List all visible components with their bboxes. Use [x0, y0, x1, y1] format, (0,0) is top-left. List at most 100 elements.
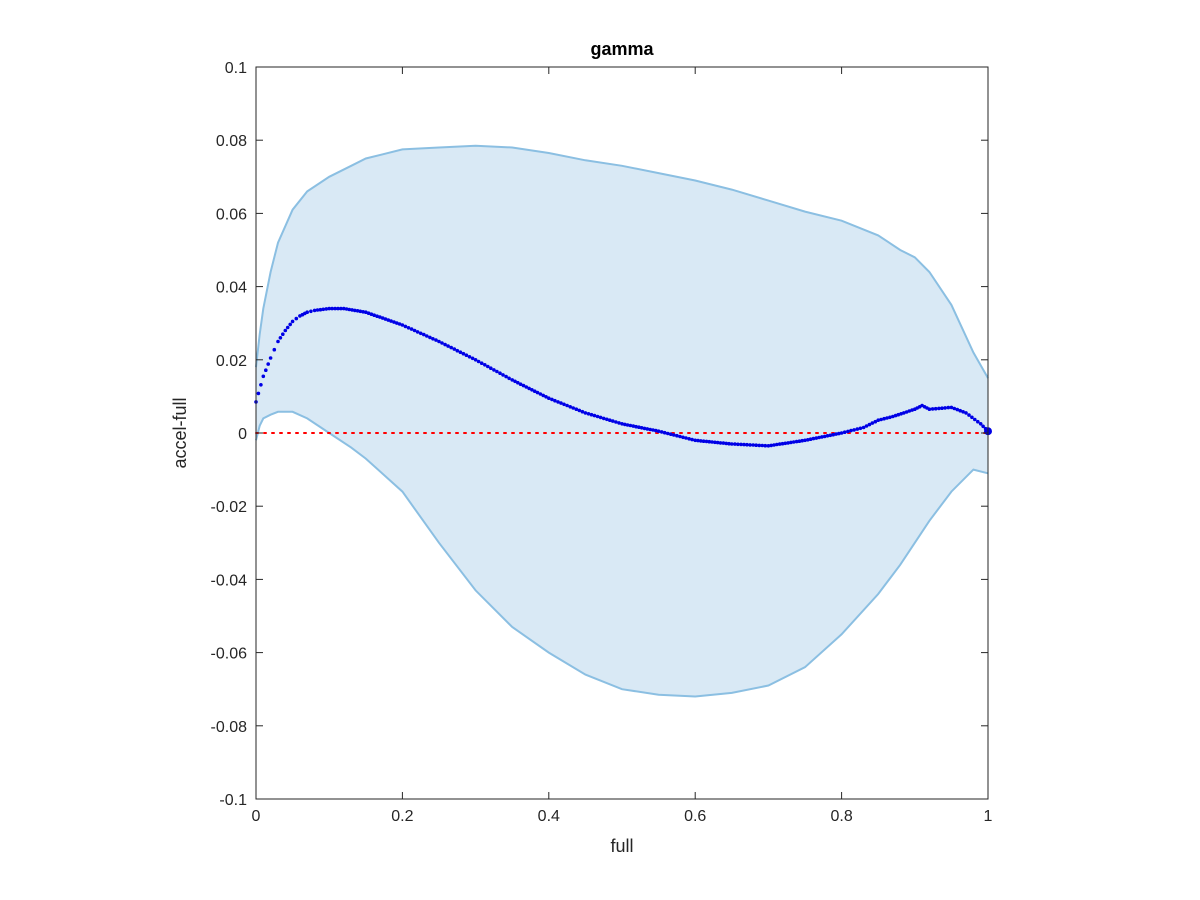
series-point [375, 314, 379, 319]
series-point [535, 390, 540, 395]
series-point [294, 316, 299, 321]
x-tick-label: 0.2 [391, 808, 413, 825]
series-point [896, 412, 901, 417]
series-point [425, 334, 429, 338]
mean-series [254, 306, 992, 448]
series-point [428, 335, 432, 340]
series-point [386, 318, 391, 322]
series-point [831, 432, 835, 437]
series-point [361, 310, 365, 314]
series-point [327, 306, 332, 311]
series-point [678, 434, 682, 439]
series-point [611, 419, 615, 423]
series-point [623, 422, 627, 427]
series-point [789, 440, 793, 445]
y-tick-label: -0.02 [211, 499, 248, 516]
series-point [631, 424, 636, 428]
series-point [568, 405, 572, 409]
series-point [309, 309, 313, 314]
series-point [949, 405, 954, 410]
series-point [730, 442, 734, 446]
series-point [852, 428, 856, 432]
series-point [864, 424, 869, 428]
series-point [492, 368, 496, 372]
series-point [669, 432, 673, 437]
series-point [521, 383, 526, 388]
series-point [748, 443, 752, 447]
series-point [281, 332, 285, 337]
series-point [721, 441, 726, 445]
series-point [507, 376, 511, 381]
series-point [565, 403, 569, 408]
series-point [278, 336, 283, 340]
series-point [259, 383, 263, 387]
x-tick-label: 0.6 [684, 808, 706, 825]
series-point [601, 416, 606, 421]
y-tick-label: 0.08 [216, 133, 247, 150]
confidence-band [255, 144, 989, 698]
series-point [656, 429, 661, 434]
series-point [634, 424, 638, 429]
series-point [614, 420, 618, 424]
series-point [808, 437, 813, 442]
series-point [437, 339, 441, 344]
series-point [772, 443, 776, 447]
series-point [559, 401, 563, 405]
series-point [556, 400, 560, 404]
series-point [822, 434, 827, 439]
series-point [544, 395, 548, 399]
series-point [392, 320, 396, 324]
series-point [791, 440, 796, 444]
series-point [495, 369, 499, 374]
series-point [344, 307, 349, 311]
series-point [861, 425, 866, 430]
series-point [446, 344, 450, 348]
series-point [577, 408, 582, 413]
series-point [684, 436, 688, 440]
series-point [571, 406, 575, 410]
series-point [415, 330, 420, 334]
series-point [467, 355, 472, 359]
series-point [690, 437, 694, 442]
series-point [775, 442, 779, 447]
series-point [264, 368, 268, 373]
series-point [268, 356, 273, 360]
series-point [751, 443, 755, 447]
series-point [811, 436, 816, 441]
series-point [580, 409, 585, 414]
series-point [757, 443, 762, 448]
series-point [628, 423, 633, 428]
series-point [710, 440, 714, 444]
y-axis-label: accel-full [170, 397, 190, 468]
series-point [541, 393, 545, 398]
series-point [403, 324, 408, 329]
series-point [389, 319, 393, 323]
series-point [662, 430, 667, 435]
series-point [958, 408, 962, 413]
series-point [654, 428, 658, 433]
y-tick-label: -0.06 [211, 646, 248, 663]
x-axis-label: full [610, 836, 633, 856]
series-point [828, 433, 833, 438]
series-point [418, 331, 423, 336]
series-point [285, 325, 290, 330]
series-point [967, 413, 971, 417]
series-point [400, 323, 405, 327]
series-point [888, 415, 892, 420]
series-point [675, 433, 679, 438]
series-point [940, 406, 944, 411]
series-point [800, 438, 804, 443]
series-point [553, 398, 557, 403]
band-lower-line [255, 410, 989, 698]
y-tick-label: 0.02 [216, 353, 247, 370]
band-upper-line [255, 144, 989, 379]
series-point [704, 439, 709, 444]
series-point [780, 441, 785, 446]
series-point [443, 342, 447, 347]
series-point [395, 321, 399, 325]
series-point [718, 441, 723, 445]
series-point [592, 413, 597, 418]
series-point [547, 396, 551, 401]
series-point [766, 444, 771, 448]
series-point [518, 382, 523, 387]
